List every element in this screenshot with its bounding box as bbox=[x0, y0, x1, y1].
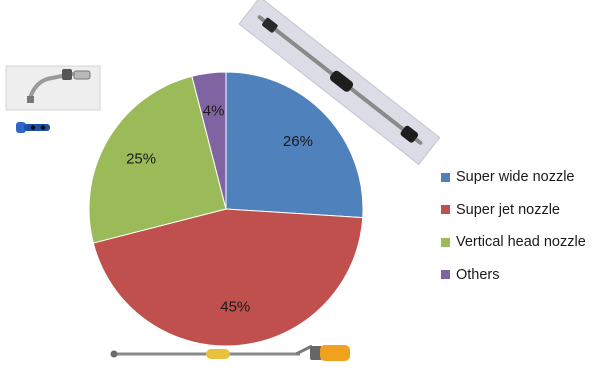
legend-label: Super wide nozzle bbox=[456, 169, 575, 185]
pie-data-label-others: 4% bbox=[203, 103, 225, 120]
legend-label: Vertical head nozzle bbox=[456, 234, 586, 250]
blue-nozzle-tip-photo bbox=[16, 122, 50, 133]
pie-slice-vertical-head-nozzle bbox=[88, 75, 227, 244]
pie-slice-super-jet-nozzle bbox=[92, 208, 364, 347]
bent-pipe-nozzle-photo bbox=[5, 65, 101, 111]
legend-swatch bbox=[441, 205, 450, 214]
legend-item-others: Others bbox=[441, 266, 586, 284]
legend-item-super-wide-nozzle: Super wide nozzle bbox=[441, 168, 586, 186]
pie-slice-others bbox=[191, 71, 227, 210]
legend-label: Super jet nozzle bbox=[456, 201, 560, 218]
long-rod-nozzle-photo bbox=[238, 0, 441, 166]
legend-item-super-jet-nozzle: Super jet nozzle bbox=[441, 201, 586, 219]
pie-data-label-super-jet-nozzle: 45% bbox=[220, 299, 250, 316]
spray-lance-photo bbox=[110, 344, 350, 361]
pie-data-label-vertical-head-nozzle: 25% bbox=[126, 150, 156, 167]
pie-slice-super-wide-nozzle bbox=[225, 71, 364, 219]
legend-swatch bbox=[441, 237, 450, 247]
chart-legend: Super wide nozzle Super jet nozzle Vertica… bbox=[441, 168, 586, 298]
pie-data-label-super-wide-nozzle: 26% bbox=[283, 133, 313, 150]
legend-swatch bbox=[441, 270, 450, 279]
pie-data-labels: 26% 45% 25% 4% bbox=[126, 103, 313, 316]
legend-item-vertical-head-nozzle: Vertical head nozzle bbox=[441, 233, 586, 251]
legend-swatch bbox=[441, 172, 450, 182]
pie-slices bbox=[88, 71, 364, 347]
legend-label: Others bbox=[456, 266, 500, 283]
